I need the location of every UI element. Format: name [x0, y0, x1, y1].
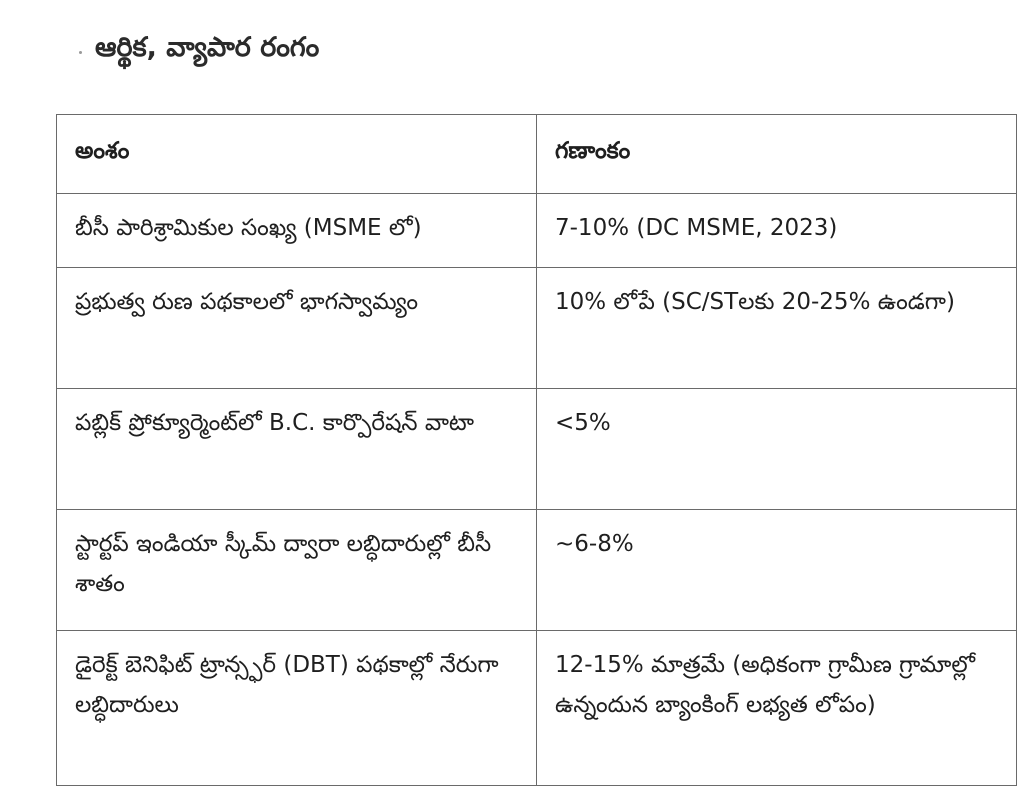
table-row: స్టార్టప్ ఇండియా స్కీమ్ ద్వారా లబ్ధిదారు…	[56, 509, 1017, 631]
table-row: ప్రభుత్వ రుణ పథకాలలో భాగస్వామ్యం 10% లోప…	[56, 267, 1017, 389]
statistic-cell: 12-15% మాత్రమే (అధికంగా గ్రామీణ గ్రామాల్…	[536, 630, 1017, 786]
statistic-cell: ~6-8%	[536, 509, 1017, 631]
column-header-statistic: గణాంకం	[536, 114, 1017, 194]
aspect-cell: డైరెక్ట్ బెనిఫిట్ ట్రాన్స్ఫర్ (DBT) పథకా…	[56, 630, 537, 786]
bullet-dot	[79, 51, 82, 54]
statistic-cell: 7-10% (DC MSME, 2023)	[536, 193, 1017, 268]
table-header-row: అంశం గణాంకం	[56, 114, 1017, 194]
statistic-cell: 10% లోపే (SC/STలకు 20-25% ఉండగా)	[536, 267, 1017, 389]
aspect-cell: పబ్లిక్ ప్రోక్యూర్మెంట్‌లో B.C. కార్పొరే…	[56, 388, 537, 510]
aspect-cell: బీసీ పారిశ్రామికుల సంఖ్య (MSME లో)	[56, 193, 537, 268]
statistics-table: అంశం గణాంకం బీసీ పారిశ్రామికుల సంఖ్య (MS…	[56, 114, 1017, 786]
aspect-cell: ప్రభుత్వ రుణ పథకాలలో భాగస్వామ్యం	[56, 267, 537, 389]
aspect-cell: స్టార్టప్ ఇండియా స్కీమ్ ద్వారా లబ్ధిదారు…	[56, 509, 537, 631]
column-header-aspect: అంశం	[56, 114, 537, 194]
table-row: డైరెక్ట్ బెనిఫిట్ ట్రాన్స్ఫర్ (DBT) పథకా…	[56, 630, 1017, 786]
statistic-cell: <5%	[536, 388, 1017, 510]
table-row: బీసీ పారిశ్రామికుల సంఖ్య (MSME లో) 7-10%…	[56, 193, 1017, 268]
section-heading: ఆర్థిక, వ్యాపార రంగం	[95, 32, 320, 63]
table-row: పబ్లిక్ ప్రోక్యూర్మెంట్‌లో B.C. కార్పొరే…	[56, 388, 1017, 510]
